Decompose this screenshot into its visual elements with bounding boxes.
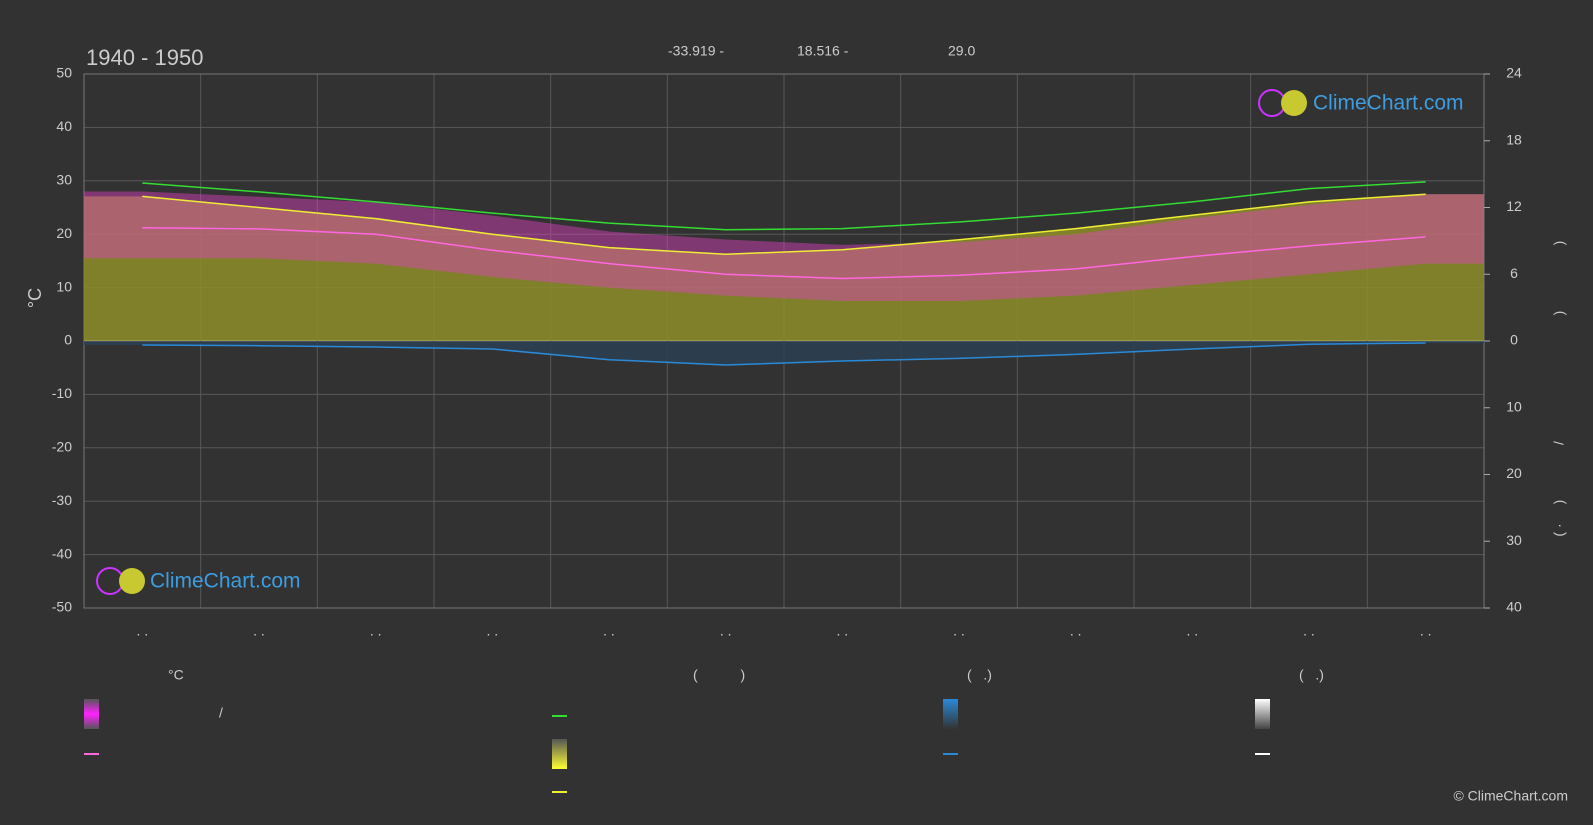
latitude: -33.919 - — [668, 43, 724, 59]
logo-bottom: ClimeChart.com — [96, 567, 301, 595]
y-tick-label: 20 — [56, 225, 72, 241]
area — [84, 341, 1484, 365]
y2-axis-label: / — [1551, 441, 1567, 445]
legend-swatch — [943, 699, 958, 729]
y-tick-label: -30 — [52, 492, 72, 508]
y2-tick-label: 18 — [1506, 131, 1522, 147]
legend-header: ( ) — [693, 667, 745, 683]
y-tick-label: -10 — [52, 385, 72, 401]
legend-header: ( .) — [967, 667, 992, 683]
legend: °C ( ) ( .) ( .) / — [84, 667, 1324, 793]
x-tick-label: . . — [253, 623, 265, 639]
y2-tick-label: 6 — [1510, 265, 1518, 281]
copyright: © ClimeChart.com — [1453, 788, 1568, 804]
line — [142, 227, 1426, 280]
legend-slash: / — [219, 705, 223, 721]
y2-axis-label: ) — [1551, 241, 1567, 246]
temperature-band — [84, 191, 1484, 301]
y-tick-label: 10 — [56, 278, 72, 294]
y-tick-label: 50 — [56, 65, 72, 81]
plot: -50 -40 -30 -20 -10 0 10 20 30 40 50 0 6 12 18 24 10 20 30… — [52, 65, 1567, 639]
x-tick-label: . . — [1303, 623, 1315, 639]
x-tick-label: . . — [1420, 623, 1432, 639]
x-tick-label: . . — [1186, 623, 1198, 639]
x-tick-label: . . — [836, 623, 848, 639]
line — [142, 342, 1426, 366]
line — [142, 193, 1426, 255]
y-tick-label: 40 — [56, 118, 72, 134]
x-tick-label: . . — [1070, 623, 1082, 639]
logo-top: ClimeChart.com — [1258, 89, 1464, 117]
y2-tick-label: 30 — [1506, 532, 1522, 548]
y-tick-label: -40 — [52, 545, 72, 561]
elevation: 29.0 — [948, 43, 975, 59]
x-tick-label: . . — [370, 623, 382, 639]
y2-tick-label: 20 — [1506, 465, 1522, 481]
y-tick-label: -20 — [52, 439, 72, 455]
line — [142, 181, 1426, 231]
y-tick-label: 30 — [56, 172, 72, 188]
legend-header: ( .) — [1299, 667, 1324, 683]
legend-swatch — [84, 699, 99, 729]
area — [84, 194, 1484, 341]
y2-tick-label: 12 — [1506, 198, 1522, 214]
x-tick-label: . . — [720, 623, 732, 639]
y2-axis-label: ( · — [1551, 523, 1567, 536]
x-tick-label: . . — [953, 623, 965, 639]
y2-axis-label: ) — [1551, 311, 1567, 316]
x-tick-label: . . — [136, 623, 148, 639]
logo-text: ClimeChart.com — [1313, 92, 1464, 115]
y-tick-label: 0 — [64, 332, 72, 348]
x-tick-label: . . — [486, 623, 498, 639]
y2-tick-label: 0 — [1510, 332, 1518, 348]
legend-header: °C — [168, 667, 184, 683]
x-tick-label: . . — [603, 623, 615, 639]
y-axis-label: °C — [25, 288, 45, 308]
y2-axis-label: ) — [1551, 500, 1567, 505]
y2-tick-label: 24 — [1506, 65, 1522, 81]
y-tick-label: -50 — [52, 599, 72, 615]
legend-swatch — [1255, 699, 1270, 729]
logo-text: ClimeChart.com — [150, 570, 301, 593]
longitude: 18.516 - — [797, 43, 849, 59]
y2-tick-label: 10 — [1506, 398, 1522, 414]
legend-swatch — [552, 739, 567, 769]
y2-tick-label: 40 — [1506, 599, 1522, 615]
chart-title: 1940 - 1950 — [86, 45, 203, 70]
